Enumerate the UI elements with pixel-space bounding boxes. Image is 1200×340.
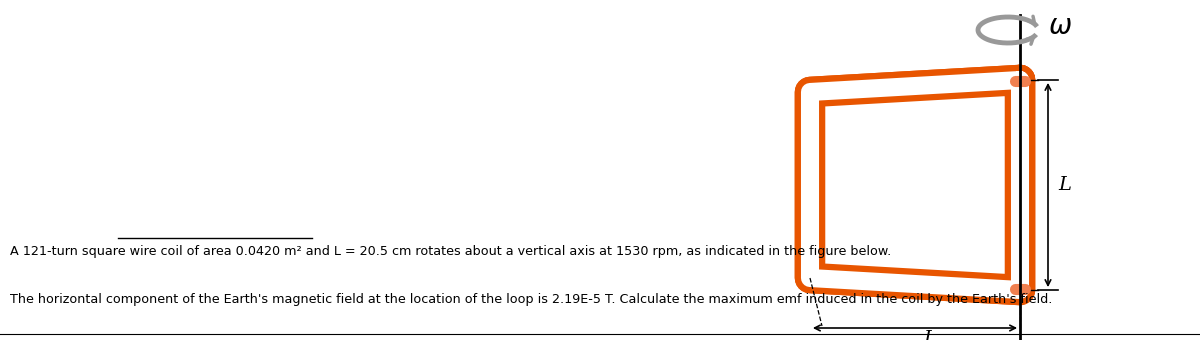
Text: A 121-turn square wire coil of area 0.0420 m² and L = 20.5 cm rotates about a ve: A 121-turn square wire coil of area 0.04…	[10, 245, 890, 258]
Text: L: L	[1058, 176, 1070, 194]
Text: The horizontal component of the Earth's magnetic field at the location of the lo: The horizontal component of the Earth's …	[10, 293, 1052, 306]
Text: $\omega$: $\omega$	[1048, 12, 1072, 40]
Text: L: L	[923, 330, 936, 340]
Polygon shape	[810, 80, 1020, 290]
